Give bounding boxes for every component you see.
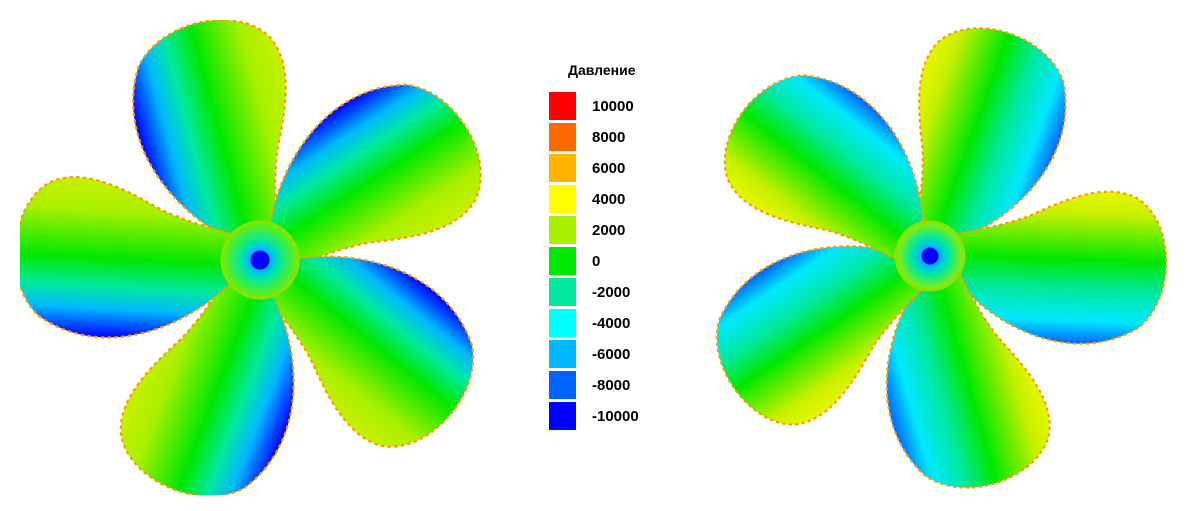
legend-swatch: [549, 216, 576, 244]
legend-title: Давление: [568, 62, 636, 78]
legend-item: 2000: [548, 216, 668, 247]
legend-label: -6000: [592, 346, 631, 363]
legend-label: -2000: [592, 284, 631, 301]
legend-label: -4000: [592, 315, 631, 332]
propeller-blade: [20, 176, 235, 339]
legend-swatch: [549, 92, 576, 120]
legend-item: -4000: [548, 309, 668, 340]
legend-label: 4000: [592, 191, 626, 208]
legend-item: -8000: [548, 371, 668, 402]
propeller-blade: [885, 274, 1051, 489]
legend-label: 10000: [592, 98, 634, 115]
legend-swatch: [549, 123, 576, 151]
propeller-blade: [132, 20, 287, 241]
propeller-blade: [715, 245, 923, 426]
propeller-blade: [119, 275, 295, 495]
legend-swatch: [549, 402, 576, 430]
legend-swatch: [549, 309, 576, 337]
legend-swatch: [549, 185, 576, 213]
legend-label: 6000: [592, 160, 626, 177]
legend-item: -10000: [548, 402, 668, 433]
legend-swatch: [549, 371, 576, 399]
legend-label: 0: [592, 253, 601, 270]
legend-label: 8000: [592, 129, 626, 146]
propeller-right-blades: [715, 27, 1168, 489]
legend-item: 8000: [548, 123, 668, 154]
legend-item: -2000: [548, 278, 668, 309]
legend-swatch: [549, 154, 576, 182]
legend-item: 0: [548, 247, 668, 278]
legend-item: 4000: [548, 185, 668, 216]
propeller-blade: [268, 83, 482, 267]
propeller-blade: [723, 74, 925, 260]
legend-item: 6000: [548, 154, 668, 185]
propeller-right-hub: [894, 220, 966, 292]
propeller-blade: [915, 27, 1067, 240]
legend-swatch: [549, 340, 576, 368]
propeller-left: [20, 20, 482, 495]
legend-label: -8000: [592, 377, 631, 394]
propeller-right: [715, 27, 1168, 489]
propeller-left-blades: [20, 20, 482, 495]
propeller-left-hub: [220, 220, 300, 300]
propeller-blade: [955, 190, 1168, 345]
legend-item: 10000: [548, 92, 668, 123]
legend-label: 2000: [592, 222, 626, 239]
legend-swatch: [549, 247, 576, 275]
propeller-blade: [264, 255, 475, 448]
legend-label: -10000: [592, 408, 639, 425]
legend-item: -6000: [548, 340, 668, 371]
legend-swatch: [549, 278, 576, 306]
